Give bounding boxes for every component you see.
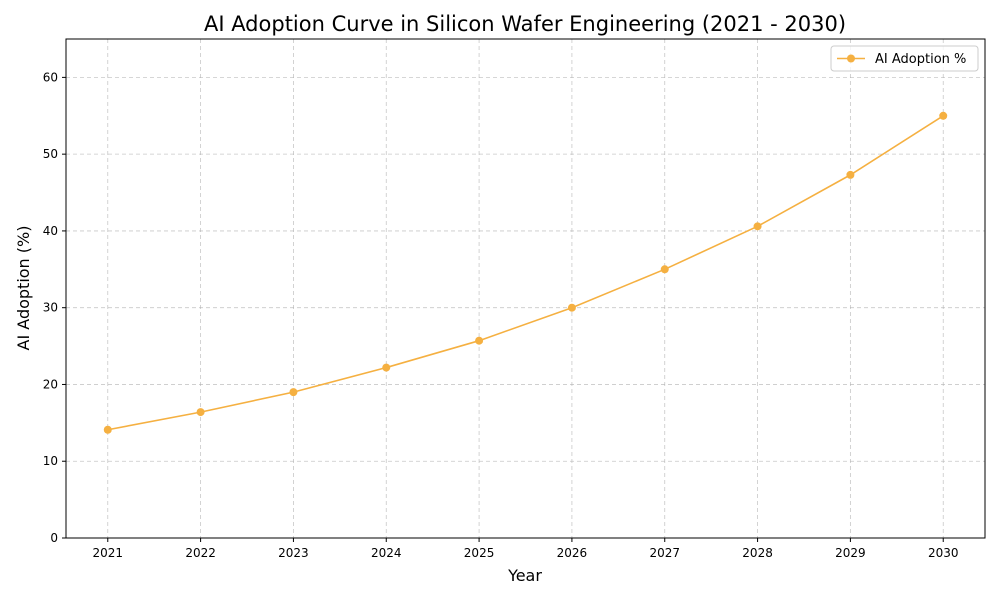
x-tick-label: 2030 [928, 546, 959, 560]
y-axis-label: AI Adoption (%) [14, 226, 33, 351]
y-tick-label: 10 [43, 454, 58, 468]
legend: AI Adoption % [830, 45, 979, 72]
data-point [660, 265, 669, 274]
x-tick-label: 2022 [185, 546, 216, 560]
data-point [567, 303, 576, 312]
series-layer [103, 111, 948, 434]
x-tick-label: 2024 [371, 546, 402, 560]
y-tick-label: 30 [43, 301, 58, 315]
x-tick-label: 2025 [464, 546, 495, 560]
data-point [289, 388, 298, 397]
series-line [107, 115, 944, 431]
x-tick-label: 2028 [742, 546, 773, 560]
data-point [103, 425, 112, 434]
legend-box [830, 45, 979, 72]
data-point [196, 408, 205, 417]
data-point [475, 336, 484, 345]
y-tick-label: 50 [43, 147, 58, 161]
legend-label: AI Adoption % [875, 52, 966, 67]
y-tick-label: 40 [43, 224, 58, 238]
chart-title: AI Adoption Curve in Silicon Wafer Engin… [204, 12, 846, 36]
x-tick-label: 2021 [92, 546, 123, 560]
data-point [939, 111, 948, 120]
y-tick-label: 20 [43, 377, 58, 391]
x-axis-label: Year [507, 566, 542, 585]
data-point [382, 363, 391, 372]
x-tick-label: 2026 [557, 546, 588, 560]
x-tick-label: 2023 [278, 546, 309, 560]
legend-marker-swatch [847, 54, 855, 63]
x-tick-label: 2029 [835, 546, 866, 560]
data-point [846, 170, 855, 179]
axis-ticks: 2021 2022 2023 2024 2025 2026 2027 2028 2029 2030… [43, 70, 959, 560]
grid [66, 39, 985, 539]
plot-frame [65, 38, 986, 539]
y-tick-label: 60 [43, 70, 58, 84]
x-tick-label: 2027 [649, 546, 680, 560]
y-tick-label: 0 [50, 531, 58, 545]
data-point [753, 222, 762, 231]
